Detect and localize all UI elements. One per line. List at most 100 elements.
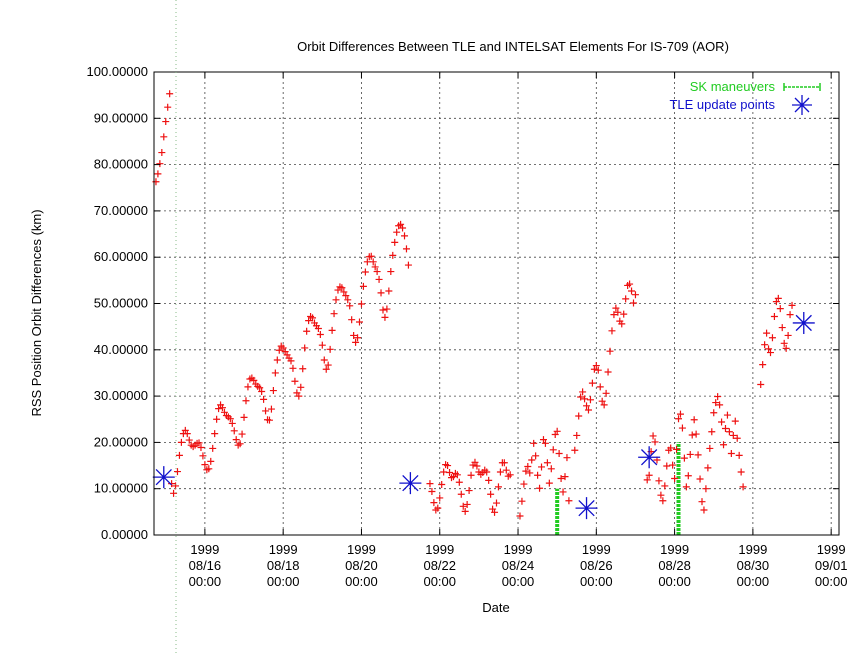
data-point [557, 475, 565, 483]
x-tick-year: 1999 [582, 542, 611, 557]
data-point [455, 478, 463, 486]
x-tick-date: 08/28 [658, 558, 691, 573]
x-tick-time: 00:00 [737, 574, 770, 589]
data-point [209, 444, 217, 452]
grid [154, 72, 839, 535]
data-point [720, 441, 728, 449]
data-point [770, 312, 778, 320]
data-point [608, 327, 616, 335]
data-point [731, 417, 739, 425]
data-point [289, 364, 297, 372]
y-axis-label: RSS Position Orbit Differences (km) [29, 209, 44, 416]
data-point [686, 450, 694, 458]
data-point [199, 452, 207, 460]
data-point [786, 311, 794, 319]
data-point [299, 365, 307, 373]
data-points [152, 90, 796, 520]
data-point [659, 497, 667, 505]
data-point [669, 461, 677, 469]
data-point [430, 499, 438, 507]
y-tick-label: 80.00000 [94, 157, 148, 172]
data-point [723, 411, 731, 419]
data-point [757, 381, 765, 389]
data-point [385, 287, 393, 295]
data-point [361, 268, 369, 276]
data-point [735, 451, 743, 459]
data-point [436, 494, 444, 502]
data-point [692, 430, 700, 438]
data-point [759, 361, 767, 369]
data-point [346, 302, 354, 310]
data-point [710, 409, 718, 417]
data-point [565, 497, 573, 505]
data-point [465, 487, 473, 495]
data-point [622, 295, 630, 303]
data-point [737, 468, 745, 476]
data-point [655, 477, 663, 485]
chart-title: Orbit Differences Between TLE and INTELS… [297, 39, 729, 54]
data-point [238, 430, 246, 438]
data-point [265, 416, 273, 424]
data-point [598, 397, 606, 405]
data-point [162, 118, 170, 126]
data-point [678, 424, 686, 432]
data-point [729, 431, 737, 439]
data-point [500, 459, 508, 467]
data-point [160, 133, 168, 141]
data-point [698, 498, 706, 506]
data-point [461, 507, 469, 515]
data-point [784, 331, 792, 339]
data-point [680, 454, 688, 462]
data-point [357, 300, 365, 308]
data-point [714, 393, 722, 401]
x-tick-year: 1999 [347, 542, 376, 557]
x-tick-time: 00:00 [189, 574, 222, 589]
legend-tle-swatch [792, 95, 812, 115]
data-point [287, 357, 295, 365]
tle-update-point [638, 446, 661, 469]
data-point [491, 508, 499, 516]
data-point [269, 387, 277, 395]
data-point [765, 345, 773, 353]
data-point [718, 418, 726, 426]
y-tick-label: 30.00000 [94, 388, 148, 403]
data-point [434, 504, 442, 512]
legend-asterisk-icon [792, 95, 812, 115]
data-point [643, 476, 651, 484]
data-point [183, 430, 191, 438]
data-point [545, 479, 553, 487]
data-point [318, 341, 326, 349]
data-point [211, 430, 219, 438]
plot-frame [153, 71, 840, 536]
data-point [381, 313, 389, 321]
data-point [250, 376, 258, 384]
x-tick-year: 1999 [269, 542, 298, 557]
data-point [275, 346, 283, 354]
x-axis-ticks: 199908/1600:00199908/1800:00199908/2000:… [189, 72, 848, 589]
x-axis-label: Date [482, 600, 509, 615]
data-point [156, 160, 164, 168]
data-point [352, 338, 360, 346]
data-point [271, 369, 279, 377]
data-point [682, 483, 690, 491]
data-point [606, 347, 614, 355]
data-point [712, 399, 720, 407]
data-point [596, 383, 604, 391]
data-point [657, 491, 665, 499]
data-point [457, 490, 465, 498]
data-point [467, 471, 475, 479]
data-point [309, 314, 317, 322]
data-point [379, 306, 387, 314]
data-point [232, 436, 240, 444]
data-point [185, 436, 193, 444]
data-point [575, 412, 583, 420]
data-point [573, 431, 581, 439]
data-point [528, 456, 536, 464]
x-tick-year: 1999 [817, 542, 846, 557]
x-tick-time: 00:00 [815, 574, 848, 589]
data-point [471, 458, 479, 466]
data-point [242, 397, 250, 405]
data-point [322, 365, 330, 373]
data-point [516, 512, 524, 520]
x-tick-date: 08/18 [267, 558, 300, 573]
